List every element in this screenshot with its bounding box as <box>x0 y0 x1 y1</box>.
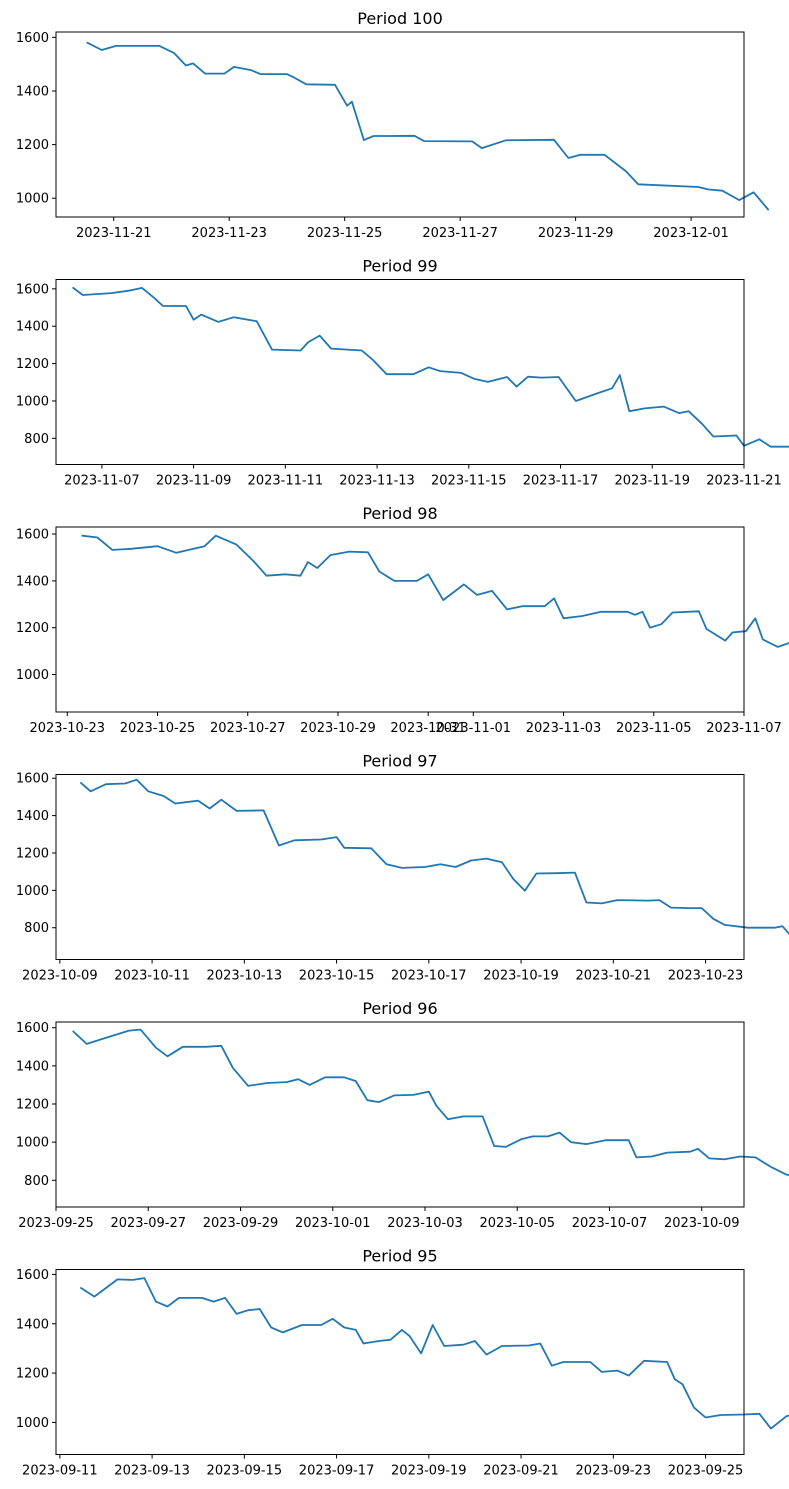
x-tick-label: 2023-11-07 <box>64 474 140 489</box>
y-tick-label: 1600 <box>16 282 49 297</box>
x-tick-label: 2023-11-11 <box>248 474 324 489</box>
x-tick-label: 2023-09-15 <box>207 1464 283 1479</box>
x-tick-label: 2023-10-25 <box>120 721 196 736</box>
y-tick-label: 1600 <box>16 1021 49 1036</box>
x-tick-label: 2023-09-23 <box>576 1464 652 1479</box>
y-tick-label: 1000 <box>16 884 49 899</box>
x-tick-label: 2023-11-25 <box>307 226 383 241</box>
x-tick-label: 2023-09-29 <box>203 1216 279 1231</box>
x-tick-label: 2023-11-05 <box>616 721 692 736</box>
chart-title: Period 97 <box>362 752 437 771</box>
x-tick-label: 2023-11-29 <box>538 226 614 241</box>
x-tick-label: 2023-11-17 <box>523 474 599 489</box>
x-tick-label: 2023-10-03 <box>387 1216 463 1231</box>
subplot-1: Period 100 1000 1200 1400 1600 2023-11-21 2023… <box>16 9 769 241</box>
x-tick-label: 2023-10-05 <box>479 1216 555 1231</box>
x-tick-label: 2023-10-01 <box>295 1216 371 1231</box>
series-line <box>80 778 789 935</box>
axes-frame <box>55 774 745 960</box>
x-tick-label: 2023-10-09 <box>22 969 98 984</box>
x-tick-label: 2023-10-29 <box>300 721 376 736</box>
y-tick-label: 1600 <box>16 1268 49 1283</box>
y-tick-label: 1000 <box>16 192 49 207</box>
y-tick-label: 1200 <box>16 621 49 636</box>
x-tick-label: 2023-09-19 <box>391 1464 467 1479</box>
series-line <box>86 41 769 211</box>
y-tick-label: 1200 <box>16 1098 49 1113</box>
x-tick-label: 2023-10-23 <box>668 969 744 984</box>
x-tick-label: 2023-11-03 <box>526 721 602 736</box>
x-tick-label: 2023-10-15 <box>299 969 375 984</box>
x-tick-label: 2023-11-27 <box>422 226 498 241</box>
x-tick-label: 2023-11-13 <box>339 474 415 489</box>
axes-frame <box>55 31 745 218</box>
axes-frame <box>55 1021 745 1208</box>
y-tick-label: 1200 <box>16 357 49 372</box>
x-tick-label: 2023-10-13 <box>207 969 283 984</box>
x-tick-label: 2023-10-21 <box>576 969 652 984</box>
y-tick-label: 800 <box>24 921 49 936</box>
y-tick-label: 1000 <box>16 394 49 409</box>
x-tick-label: 2023-09-17 <box>299 1464 375 1479</box>
x-tick-label: 2023-12-01 <box>653 226 729 241</box>
chart-title: Period 100 <box>357 9 443 28</box>
x-tick-label: 2023-10-27 <box>210 721 286 736</box>
chart-title: Period 96 <box>362 999 437 1018</box>
x-tick-label: 2023-10-07 <box>572 1216 648 1231</box>
x-tick-label: 2023-10-31 <box>390 721 466 736</box>
subplot-4: Period 97 800 1000 1200 1400 1600 2023-10-09 20… <box>16 752 789 984</box>
y-tick-label: 1000 <box>16 668 49 683</box>
subplot-6: Period 95 1000 1200 1400 1600 2023-09-11 2023-… <box>16 1247 789 1479</box>
subplot-3: Period 98 1000 1200 1400 1600 2023-10-23 2023-… <box>16 504 789 736</box>
chart-title: Period 99 <box>362 257 437 276</box>
y-tick-label: 1400 <box>16 574 49 589</box>
x-tick-label: 2023-09-25 <box>668 1464 744 1479</box>
axes-frame <box>55 526 745 713</box>
y-tick-label: 1000 <box>16 1416 49 1431</box>
x-tick-label: 2023-09-11 <box>22 1464 98 1479</box>
y-tick-label: 1200 <box>16 846 49 861</box>
series-line <box>81 534 789 648</box>
y-tick-label: 1400 <box>16 320 49 335</box>
y-tick-label: 1600 <box>16 528 49 543</box>
subplot-2: Period 99 800 1000 1200 1400 1600 2023-11-07 20… <box>16 257 789 489</box>
x-tick-label: 2023-11-15 <box>431 474 507 489</box>
x-tick-label: 2023-11-19 <box>614 474 690 489</box>
y-tick-label: 1600 <box>16 31 49 46</box>
y-tick-label: 1200 <box>16 1367 49 1382</box>
series-line <box>72 1028 789 1176</box>
x-tick-label: 2023-11-09 <box>156 474 232 489</box>
y-tick-label: 800 <box>24 432 49 447</box>
y-tick-label: 800 <box>24 1174 49 1189</box>
x-tick-label: 2023-09-25 <box>18 1216 94 1231</box>
x-tick-label: 2023-11-21 <box>76 226 152 241</box>
x-tick-label: 2023-10-17 <box>391 969 467 984</box>
series-line <box>72 287 789 448</box>
x-tick-label: 2023-09-13 <box>114 1464 190 1479</box>
x-tick-label: 2023-10-11 <box>114 969 190 984</box>
x-tick-label: 2023-11-07 <box>706 721 782 736</box>
x-tick-label: 2023-11-21 <box>706 474 782 489</box>
y-tick-label: 1400 <box>16 84 49 99</box>
y-tick-label: 1400 <box>16 1059 49 1074</box>
x-tick-label: 2023-10-09 <box>664 1216 740 1231</box>
series-line <box>80 1277 789 1430</box>
chart-title: Period 95 <box>362 1247 437 1266</box>
y-tick-label: 1400 <box>16 809 49 824</box>
x-tick-label: 2023-09-27 <box>110 1216 186 1231</box>
y-tick-label: 1000 <box>16 1136 49 1151</box>
x-tick-label: 2023-11-23 <box>191 226 267 241</box>
x-tick-label: 2023-10-19 <box>483 969 559 984</box>
axes-frame <box>55 279 745 465</box>
y-tick-label: 1200 <box>16 138 49 153</box>
x-tick-label: 2023-09-21 <box>483 1464 559 1479</box>
y-tick-label: 1600 <box>16 772 49 787</box>
y-tick-label: 1400 <box>16 1317 49 1332</box>
chart-title: Period 98 <box>362 504 437 523</box>
axes-frame <box>55 1269 745 1455</box>
subplot-5: Period 96 800 1000 1200 1400 1600 2023-09-25 20… <box>16 999 789 1231</box>
x-tick-label: 2023-10-23 <box>29 721 105 736</box>
x-tick-label: 2023-11-01 <box>436 721 512 736</box>
